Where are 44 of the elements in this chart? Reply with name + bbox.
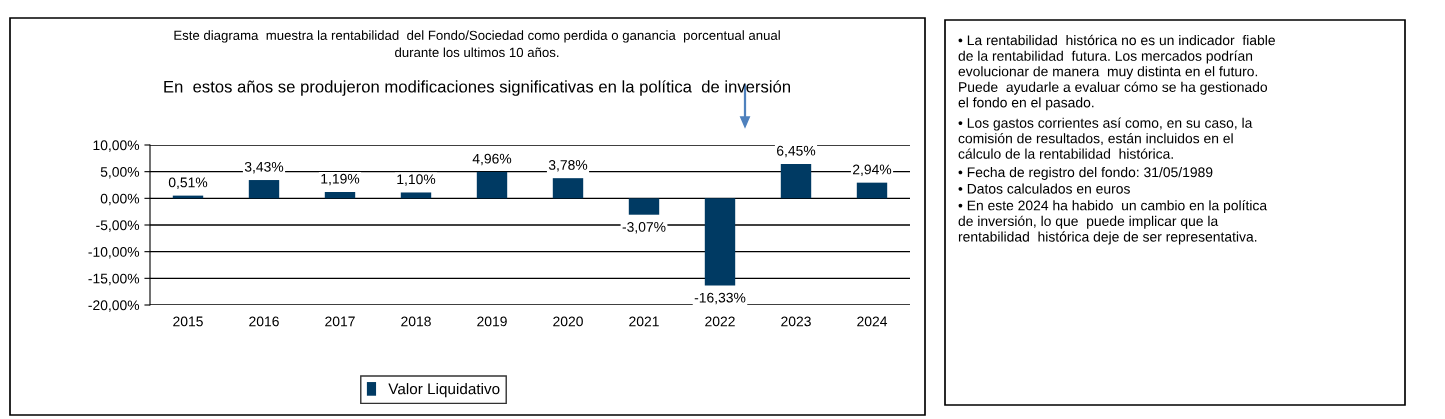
bar bbox=[324, 191, 356, 199]
y-tick-label: -20,00% bbox=[88, 300, 140, 312]
bar bbox=[400, 192, 432, 199]
chart-subtitle: En estos años se produjeron modificaciones significativas en la política de inversión bbox=[164, 80, 790, 96]
x-tick-label: 2019 bbox=[477, 316, 507, 327]
x-tick-label: 2016 bbox=[249, 316, 279, 327]
bar bbox=[856, 182, 888, 199]
x-tick-label: 2021 bbox=[629, 316, 659, 327]
x-tick-label: 2022 bbox=[705, 316, 735, 327]
chart-title: Este diagrama muestra la rentabilidad del Fondo/Sociedad como perdida o ganancia porcentual anual durante los ultimos 10 años. bbox=[174, 30, 780, 58]
text: • En este 2024 ha habido un cambio en la política de inversión, lo que puede implicar que la rentabilidad histórica deje de ser representativa. bbox=[958, 200, 1268, 245]
data-label: 1,19% bbox=[321, 173, 360, 186]
bar bbox=[248, 180, 280, 199]
y-tick-label: -10,00% bbox=[88, 247, 140, 259]
text: • Datos calculados en euros bbox=[958, 183, 1130, 194]
data-label: 3,43% bbox=[244, 161, 284, 174]
y-tick-label: 0,00% bbox=[100, 193, 140, 206]
y-tick-label: -5,00% bbox=[96, 220, 140, 232]
x-tick-label: 2015 bbox=[173, 316, 203, 327]
legend-label: Valor Liquidativo bbox=[388, 383, 500, 398]
text: • La rentabilidad histórica no es un indicador fiable de la rentabilidad futura. Los mercados podrían evolucionar de manera muy distinta en el futuro. Puede ayudarle a evaluar cómo se ha gestionado el fondo en el pasado. bbox=[958, 34, 1275, 111]
x-tick-label: 2023 bbox=[781, 316, 811, 327]
y-tick-label: -15,00% bbox=[88, 273, 140, 286]
bar bbox=[628, 198, 660, 215]
bar bbox=[780, 163, 812, 199]
data-label: -3,07% bbox=[622, 222, 666, 234]
data-label: -16,33% bbox=[694, 292, 746, 305]
text: • Los gastos corrientes así como, en su caso, la comisión de resultados, están incluidos en el cálculo de la rentabilidad histórica. bbox=[958, 117, 1253, 159]
bar bbox=[552, 178, 584, 199]
bar bbox=[704, 198, 736, 286]
y-tick-label: 10,00% bbox=[93, 140, 140, 152]
data-label: 6,45% bbox=[777, 145, 816, 158]
data-label: 3,78% bbox=[548, 160, 588, 172]
data-label: 0,51% bbox=[168, 177, 208, 189]
x-tick-label: 2024 bbox=[857, 316, 888, 327]
y-tick-label: 5,00% bbox=[100, 167, 140, 179]
bar bbox=[476, 171, 508, 199]
x-tick-label: 2017 bbox=[325, 316, 355, 327]
data-label: 2,94% bbox=[853, 164, 892, 176]
data-label: 4,96% bbox=[472, 153, 512, 166]
data-label: 1,10% bbox=[397, 174, 436, 186]
x-tick-label: 2018 bbox=[401, 316, 431, 327]
x-tick-label: 2020 bbox=[553, 316, 583, 327]
text: • Fecha de registro del fondo: 31/05/1989 bbox=[958, 167, 1213, 180]
